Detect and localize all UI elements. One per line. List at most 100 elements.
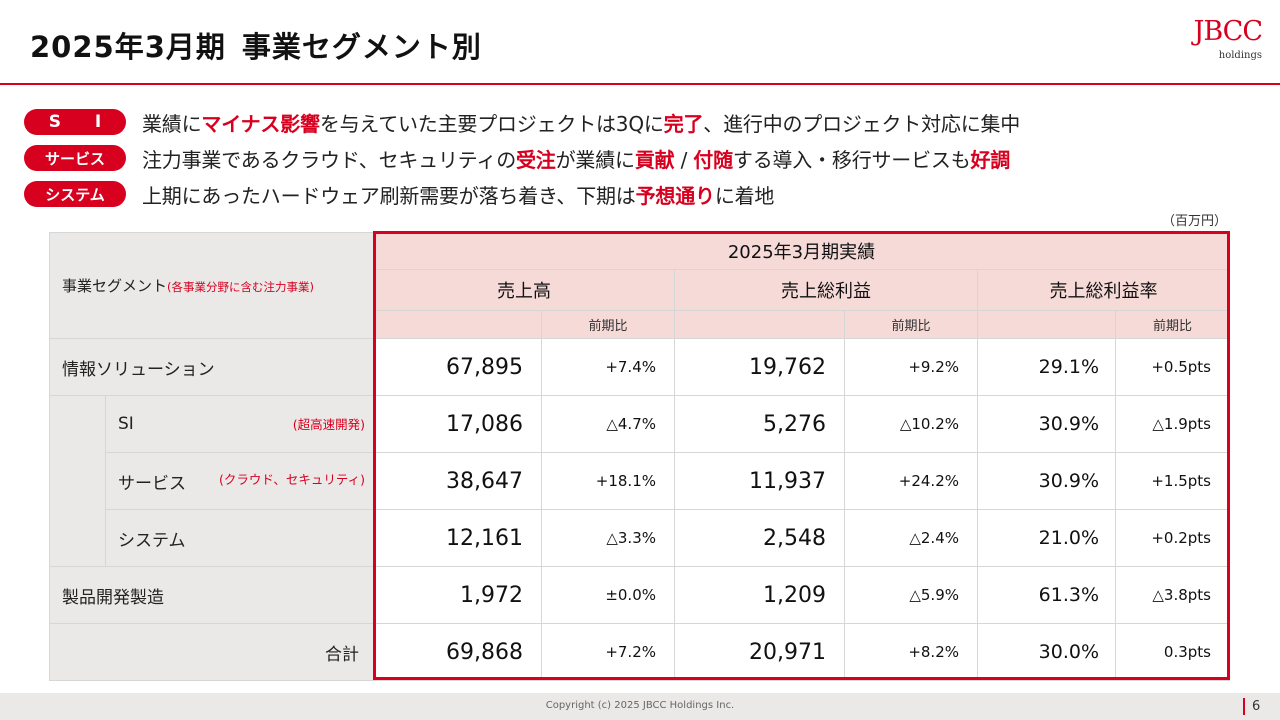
sales-yoy: ±0.0%	[541, 566, 675, 624]
summary-text-part: 、進行中のプロジェクト対応に集中	[703, 111, 1021, 136]
gross-profit-value: 5,276	[674, 395, 845, 453]
sub-header-blank	[373, 310, 542, 339]
gross-profit-value: 2,548	[674, 509, 845, 567]
summary-text-part: 業績に	[142, 111, 202, 136]
sales-yoy: △3.3%	[541, 509, 675, 567]
highlight-text: 受注	[516, 147, 556, 172]
row-label: 製品開発製造	[49, 566, 374, 624]
highlight-text: 予想通り	[635, 183, 715, 208]
summary-point-si: S I 業績にマイナス影響を与えていた主要プロジェクトは3Qに完了、進行中のプロ…	[24, 104, 1020, 140]
gross-profit-value: 19,762	[674, 338, 845, 396]
gross-profit-yoy: +8.2%	[844, 623, 978, 681]
badge-system: システム	[24, 181, 126, 207]
copyright: Copyright (c) 2025 JBCC Holdings Inc.	[545, 700, 735, 711]
sales-value: 1,972	[373, 566, 542, 624]
table-row: 製品開発製造 1,972 ±0.0% 1,209 △5.9% 61.3% △3.8pts	[49, 566, 1230, 624]
table-row: システム 12,161 △3.3% 2,548 △2.4% 21.0% +0.2pts	[50, 509, 1230, 567]
sales-value: 12,161	[373, 509, 542, 567]
gross-profit-yoy: +24.2%	[844, 452, 978, 510]
summary-point-system: システム 上期にあったハードウェア刷新需要が落ち着き、下期は予想通りに着地	[24, 176, 1020, 212]
segment-header-label: 事業セグメント	[62, 277, 168, 295]
summary-text-part: /	[674, 147, 694, 172]
logo-subtext: holdings	[1218, 50, 1262, 61]
period-header: 2025年3月期実績	[373, 232, 1230, 270]
highlight-text: 付随	[693, 147, 733, 172]
group-header-sales: 売上高	[373, 269, 675, 311]
row-label: システム	[105, 509, 374, 567]
gross-margin-value: 30.0%	[977, 623, 1116, 681]
gross-profit-yoy: △10.2%	[844, 395, 978, 453]
row-label-text: システム	[118, 530, 186, 551]
gross-margin-value: 29.1%	[977, 338, 1116, 396]
summary-text: 注力事業であるクラウド、セキュリティの受注が業績に貢献 / 付随する導入・移行サ…	[142, 144, 1010, 173]
segment-header-note: (各事業分野に含む注力事業)	[167, 280, 314, 294]
gross-margin-yoy: +0.5pts	[1115, 338, 1230, 396]
sales-value: 67,895	[373, 338, 542, 396]
row-label-text: SI	[118, 414, 134, 434]
table-row: SI (超高速開発) 17,086 △4.7% 5,276 △10.2% 30.9% △1.9…	[49, 395, 1230, 567]
sales-yoy: +7.4%	[541, 338, 675, 396]
row-label: サービス (クラウド、セキュリティ)	[105, 452, 374, 510]
title-divider	[0, 83, 1280, 85]
gross-profit-value: 11,937	[674, 452, 845, 510]
gross-profit-yoy: △5.9%	[844, 566, 978, 624]
group-header-gross-profit: 売上総利益	[674, 269, 978, 311]
sub-header-blank	[674, 310, 845, 339]
sales-yoy: △4.7%	[541, 395, 675, 453]
sales-yoy: +7.2%	[541, 623, 675, 681]
gross-margin-value: 30.9%	[977, 395, 1116, 453]
sub-header-blank	[977, 310, 1116, 339]
highlight-text: 貢献	[634, 147, 675, 172]
company-logo: JBCC holdings	[1172, 14, 1263, 72]
table-row: サービス (クラウド、セキュリティ) 38,647 +18.1% 11,937 +24.2…	[50, 452, 1230, 510]
title-period: 2025年3月期	[30, 30, 226, 64]
highlight-text: 完了	[663, 111, 704, 136]
unit-label: （百万円）	[1161, 214, 1227, 229]
sub-header-yoy: 前期比	[844, 310, 978, 339]
row-label-text: サービス	[118, 473, 186, 494]
indent-spacer	[49, 395, 106, 567]
gross-margin-yoy: △3.8pts	[1115, 566, 1230, 624]
gross-profit-value: 20,971	[674, 623, 845, 681]
gross-margin-value: 21.0%	[977, 509, 1116, 567]
table-row: 合計 69,868 +7.2% 20,971 +8.2% 30.0% 0.3pts	[49, 623, 1230, 681]
sales-value: 38,647	[373, 452, 542, 510]
row-label: 情報ソリューション	[49, 338, 374, 396]
footer-bar	[0, 693, 1280, 720]
summary-text-part: が業績に	[555, 147, 635, 172]
badge-service: サービス	[24, 145, 126, 171]
table-row: 情報ソリューション 67,895 +7.4% 19,762 +9.2% 29.1% +0.5…	[49, 338, 1230, 396]
sub-header-yoy: 前期比	[541, 310, 675, 339]
segment-header: 事業セグメント(各事業分野に含む注力事業)	[49, 232, 374, 339]
page-title: 2025年3月期 事業セグメント別	[30, 24, 482, 66]
sales-yoy: +18.1%	[541, 452, 675, 510]
group-header-gross-margin: 売上総利益率	[977, 269, 1230, 311]
page-number: 6	[1252, 699, 1261, 714]
gross-margin-value: 30.9%	[977, 452, 1116, 510]
gross-profit-value: 1,209	[674, 566, 845, 624]
summary-text-part: に着地	[714, 183, 775, 208]
gross-profit-yoy: △2.4%	[844, 509, 978, 567]
summary-text: 上期にあったハードウェア刷新需要が落ち着き、下期は予想通りに着地	[142, 180, 774, 209]
sub-header-yoy: 前期比	[1115, 310, 1230, 339]
summary-text: 業績にマイナス影響を与えていた主要プロジェクトは3Qに完了、進行中のプロジェクト…	[142, 108, 1020, 137]
summary-points: S I 業績にマイナス影響を与えていた主要プロジェクトは3Qに完了、進行中のプロ…	[24, 104, 1020, 212]
gross-margin-yoy: 0.3pts	[1115, 623, 1230, 681]
logo-brand: JBCC	[1193, 16, 1263, 47]
highlight-text: 好調	[970, 147, 1011, 172]
gross-margin-value: 61.3%	[977, 566, 1116, 624]
badge-si: S I	[24, 109, 126, 135]
gross-profit-yoy: +9.2%	[844, 338, 978, 396]
row-label-note: (超高速開発)	[292, 417, 365, 432]
summary-text-part: 注力事業であるクラウド、セキュリティの	[142, 147, 516, 172]
sales-value: 69,868	[373, 623, 542, 681]
segment-table: 事業セグメント(各事業分野に含む注力事業) 2025年3月期実績 売上高 売上総…	[49, 232, 1230, 681]
gross-margin-yoy: △1.9pts	[1115, 395, 1230, 453]
sales-value: 17,086	[373, 395, 542, 453]
highlight-text: マイナス影響	[201, 111, 320, 136]
summary-text-part: を与えていた主要プロジェクトは3Qに	[319, 111, 664, 136]
summary-text-part: する導入・移行サービスも	[732, 147, 971, 172]
row-label-note: (クラウド、セキュリティ)	[218, 471, 365, 487]
gross-margin-yoy: +1.5pts	[1115, 452, 1230, 510]
row-label: SI (超高速開発)	[105, 395, 374, 453]
